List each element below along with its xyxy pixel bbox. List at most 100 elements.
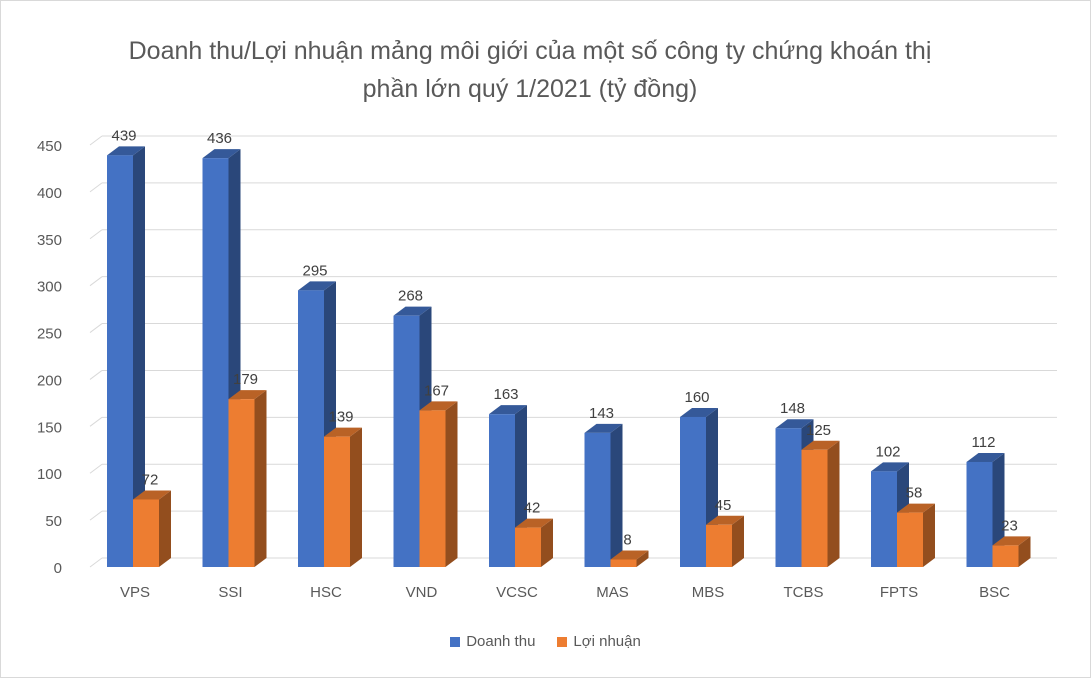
bar [706,515,744,567]
bar-top [775,419,814,429]
bar-top [584,423,623,433]
bar-top [992,536,1031,546]
bar-side [133,146,145,567]
legend-item-profit: Lợi nhuận [557,633,641,650]
data-label: 439 [111,127,136,144]
bar-front [610,559,637,567]
bar-side [159,490,171,567]
bar [107,146,145,567]
chart-title-line-2: phần lớn quý 1/2021 (tỷ đồng) [362,75,698,103]
gridline-depth [89,135,103,146]
bar-side [350,427,362,567]
bar [584,423,623,567]
bar-top [324,427,362,437]
bar-top [515,518,553,528]
gridline-depth [89,416,103,427]
gridline-depth [89,463,103,474]
data-label: 125 [806,422,831,439]
bar-side [992,452,1005,567]
data-label: 163 [493,386,518,403]
bar [419,401,458,567]
bar-front [107,155,133,567]
y-tick-label: 250 [37,326,62,343]
bar-front [801,449,828,567]
bar-top [393,306,432,316]
x-tick-label: VCSC [496,584,538,601]
bar-top [133,490,171,500]
data-label: 112 [972,434,996,451]
bar-front [133,499,159,567]
x-tick-label: HSC [310,584,342,601]
data-label: 45 [715,497,732,514]
bar-front [992,545,1019,567]
gridline-depth [89,229,103,240]
y-tick-label: 350 [37,232,62,249]
y-axis: 0 50 100 150 200 250 300 350 400 450 [37,138,62,577]
bar-front [419,410,446,567]
bar-top [202,149,241,159]
bar-side [610,423,623,567]
bar-top [706,515,744,525]
bar [966,452,1005,567]
bar-top [966,452,1005,462]
x-tick-label: MBS [692,584,725,601]
bar-top [871,462,909,472]
x-tick-label: TCBS [783,584,823,601]
x-tick-label: FPTS [880,584,918,601]
bar-top [680,407,718,417]
data-label: 58 [906,485,923,502]
y-tick-label: 100 [37,466,62,483]
y-tick-label: 200 [37,372,62,389]
data-label: 143 [589,405,614,422]
data-label: 179 [233,371,258,388]
data-label: 160 [684,389,709,406]
bar-front [393,315,420,567]
gridline-depth [89,182,103,193]
legend-item-revenue: Doanh thu [450,633,535,650]
bar-front [515,527,541,567]
bar-side [827,440,840,567]
bar-top [610,550,649,560]
bar-front [228,399,255,567]
gridline-depth [89,510,103,521]
data-label: 268 [398,288,423,305]
data-label: 42 [524,500,541,517]
bar-side [254,390,267,567]
y-tick-label: 0 [54,560,62,577]
bar-front [706,524,732,567]
legend-swatch-revenue [450,636,461,647]
bar [133,490,171,567]
bar-front [775,428,802,567]
y-tick-label: 400 [37,185,62,202]
bar-side [445,401,458,567]
bar-front [298,290,324,567]
gridline-depth [89,323,103,333]
bar-front [202,158,229,567]
bar-top [489,405,527,415]
bar-top [419,401,458,411]
data-label: 148 [780,400,805,417]
bar-top [298,281,336,291]
legend-label-profit: Lợi nhuận [573,633,641,650]
data-labels: 439 72 436 179 295 139 268 167 163 42 143 8 160 45 148… [111,127,1017,548]
data-label: 436 [207,130,232,147]
legend-label-revenue: Doanh thu [466,633,536,650]
gridline-depth [89,370,103,380]
bar-top [228,390,267,400]
bar-side [923,503,935,567]
bar-front [897,512,923,567]
y-tick-label: 450 [37,138,62,155]
x-tick-label: SSI [218,584,242,601]
gridline-depth [89,557,103,568]
legend-swatch-profit [557,636,568,647]
data-label: 295 [302,262,327,279]
data-label: 167 [424,382,449,399]
bar [897,503,935,567]
bar [610,550,649,567]
x-tick-label: BSC [979,584,1010,601]
bar [515,518,553,567]
x-tick-label: VPS [120,584,150,601]
bar-top [897,503,935,513]
bar-front [584,432,611,567]
